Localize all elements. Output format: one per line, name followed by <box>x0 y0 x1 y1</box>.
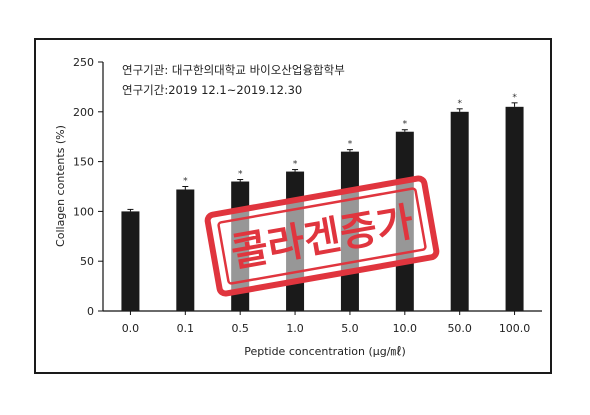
significance-mark: * <box>238 170 243 180</box>
stamp: 콜라겐증가 <box>204 175 440 297</box>
bar <box>121 211 140 311</box>
x-tick-label: 0.5 <box>231 322 249 335</box>
x-tick-label: 0.0 <box>122 322 140 335</box>
significance-mark: * <box>457 99 462 109</box>
note-period: 연구기간:2019 12.1~2019.12.30 <box>122 83 302 97</box>
significance-mark: * <box>512 93 517 103</box>
x-tick-label: 5.0 <box>341 322 359 335</box>
stamp-outer-border <box>204 175 440 297</box>
chart-notes: 연구기관: 대구한의대학교 바이오산업융합학부 연구기간:2019 12.1~2… <box>122 63 345 97</box>
y-tick-label: 250 <box>73 56 94 69</box>
significance-mark: * <box>183 177 188 187</box>
x-tick-label: 50.0 <box>447 322 472 335</box>
bar <box>450 111 469 311</box>
y-tick-label: 50 <box>80 255 94 268</box>
bar <box>505 106 524 311</box>
bar <box>176 189 195 311</box>
significance-mark: * <box>348 140 353 150</box>
y-tick-label: 200 <box>73 106 94 119</box>
x-tick-label: 10.0 <box>393 322 418 335</box>
x-tick-label: 0.1 <box>177 322 195 335</box>
y-axis-title: Collagen contents (%) <box>54 125 67 247</box>
significance-mark: * <box>293 160 298 170</box>
x-axis-title: Peptide concentration (μg/㎖) <box>244 345 406 358</box>
y-tick-label: 0 <box>87 305 94 318</box>
chart-axes: 0 50 100 150 200 250 0.0 0.1 0.5 1.0 5.0 10.0 50.0 10… <box>73 56 542 335</box>
y-tick-label: 100 <box>73 205 94 218</box>
note-institution: 연구기관: 대구한의대학교 바이오산업융합학부 <box>122 63 345 77</box>
significance-mark: * <box>403 120 408 130</box>
x-tick-label: 100.0 <box>499 322 531 335</box>
y-tick-label: 150 <box>73 156 94 169</box>
stamp-inner-border <box>217 187 427 285</box>
x-tick-label: 1.0 <box>286 322 304 335</box>
